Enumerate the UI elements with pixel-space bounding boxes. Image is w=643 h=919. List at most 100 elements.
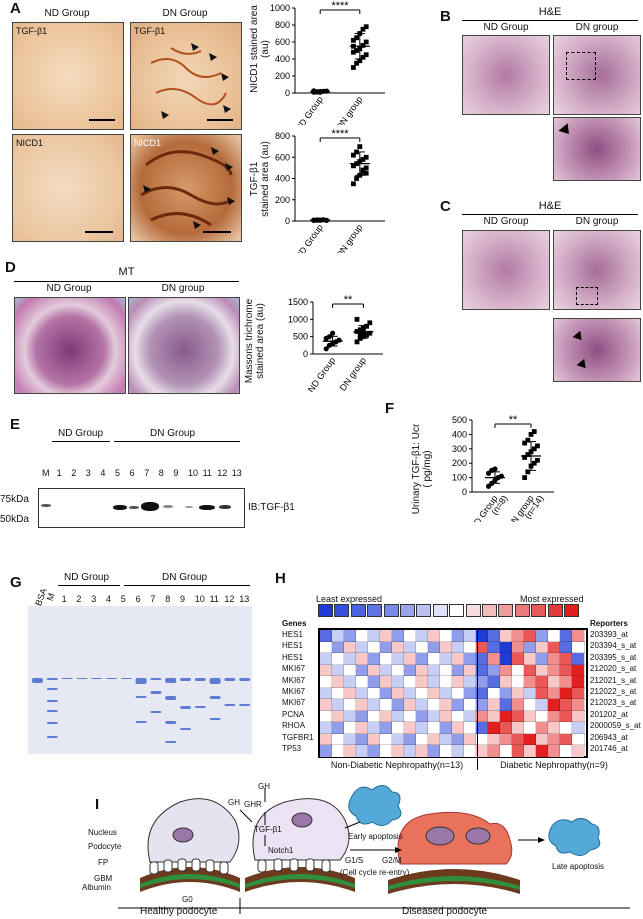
gene-label: HES1 <box>282 652 303 662</box>
heatmap-cell <box>415 640 429 654</box>
gel-band <box>209 696 221 699</box>
gbm-green <box>245 874 355 888</box>
heatmap-cell <box>319 629 333 643</box>
c-he-dn-image <box>553 230 641 310</box>
heatmap-cell <box>475 709 489 723</box>
heatmap-cell <box>367 675 381 689</box>
data-point <box>525 452 531 457</box>
e-lane-label: 10 <box>188 468 199 478</box>
heatmap-cell <box>463 629 477 643</box>
gel-band <box>46 678 58 680</box>
b-he-dn-image <box>553 35 641 115</box>
reporter-label: 212020_s_at <box>590 664 637 674</box>
g-lane-label: 12 <box>224 594 235 604</box>
heatmap-cell <box>559 698 573 712</box>
reporter-label: 212021_s_at <box>590 675 637 685</box>
heatmap-cell <box>475 732 489 746</box>
heatmap-cell <box>343 698 357 712</box>
heatmap-cell <box>523 675 537 689</box>
data-point <box>535 457 540 463</box>
heatmap-cell <box>439 721 453 735</box>
arrowhead-icon <box>576 358 590 372</box>
y-tick-label: 0 <box>303 349 308 359</box>
heatmap-cell <box>439 698 453 712</box>
heatmap-cell <box>403 675 417 689</box>
foot-processes <box>149 858 229 875</box>
data-point <box>354 176 359 181</box>
data-point <box>364 323 369 329</box>
data-point <box>363 165 369 171</box>
heatmap-cell <box>367 732 381 746</box>
data-point <box>531 446 537 452</box>
heatmap-cell <box>559 629 573 643</box>
heatmap-cell <box>559 652 573 666</box>
heatmap-cell <box>523 663 537 677</box>
e-nd-rule <box>52 441 110 442</box>
data-point <box>360 43 366 48</box>
heatmap-cell <box>571 709 585 723</box>
e-lane-label: 3 <box>85 468 91 478</box>
heatmap-cell <box>475 652 489 666</box>
significance-label: ** <box>344 294 353 306</box>
y-tick-label: 400 <box>275 54 290 64</box>
gbm-green <box>140 874 240 888</box>
heatmap-cell <box>403 732 417 746</box>
heatmap-cell <box>439 675 453 689</box>
y-tick-label: 600 <box>275 152 290 162</box>
g-lane-label: 3 <box>91 594 97 604</box>
gene-label: TP53 <box>282 744 302 753</box>
heatmap-cell <box>451 640 465 654</box>
heatmap-cell <box>331 686 345 700</box>
c-col-dn: DN group <box>575 216 619 227</box>
reporter-label: 206943_at <box>590 732 628 742</box>
gel-band <box>135 696 147 698</box>
heatmap-cell <box>535 709 549 723</box>
data-point <box>522 440 528 446</box>
heatmap-cell <box>463 663 477 677</box>
a-plot-nicd: 0 200 400 600 800 1000 ND Group DN group **** <box>270 0 385 125</box>
data-point <box>351 163 356 169</box>
heatmap-cell <box>571 640 585 654</box>
y-tick-label: 800 <box>275 131 290 141</box>
g-lane-label: 6 <box>135 594 141 604</box>
heatmap-cell <box>547 652 561 666</box>
x-tick-label: ND Group <box>293 222 324 253</box>
g-lane-label: 4 <box>106 594 112 604</box>
heatmap-cell <box>451 652 465 666</box>
heatmap-cell <box>355 629 369 643</box>
heatmap-cell <box>499 675 513 689</box>
a-nicd-dn-label: NICD1 <box>134 138 162 148</box>
nucleus-icon <box>291 812 313 828</box>
legend-swatch <box>416 604 432 617</box>
heatmap-cell <box>463 640 477 654</box>
reporter-label: 203393_at <box>590 630 628 639</box>
gene-label: HES1 <box>282 630 303 639</box>
reporter-label: 212022_s_at <box>590 687 637 696</box>
i-g1s: G1/S <box>345 856 364 865</box>
heatmap-cell <box>427 629 441 643</box>
heatmap-cell <box>403 640 417 654</box>
a-tgf-dn-image: TGF-β1 <box>130 22 242 130</box>
reporter-label: 201202_at <box>590 709 628 719</box>
heatmap-cell <box>367 744 381 758</box>
data-point <box>363 170 369 176</box>
gel-band <box>150 711 162 713</box>
heatmap-cell <box>379 675 393 689</box>
e-lane-label: 9 <box>173 468 179 478</box>
heatmap-cell <box>319 744 333 758</box>
e-lane-label: 8 <box>158 468 164 478</box>
gel-band <box>239 704 251 706</box>
e-band <box>163 505 173 508</box>
i-ghr: GHR <box>244 800 262 809</box>
heatmap-cell <box>355 686 369 700</box>
data-point <box>360 156 366 162</box>
heatmap-cell <box>403 652 417 666</box>
gene-label: MKI67 <box>282 687 306 696</box>
panel-h-label: H <box>275 570 286 587</box>
y-tick-label: 500 <box>452 415 467 425</box>
heatmap-cell <box>367 640 381 654</box>
nucleus-icon <box>172 827 194 843</box>
heatmap-cell <box>391 629 405 643</box>
heatmap-cell <box>355 640 369 654</box>
panel-g-label: G <box>10 574 22 591</box>
